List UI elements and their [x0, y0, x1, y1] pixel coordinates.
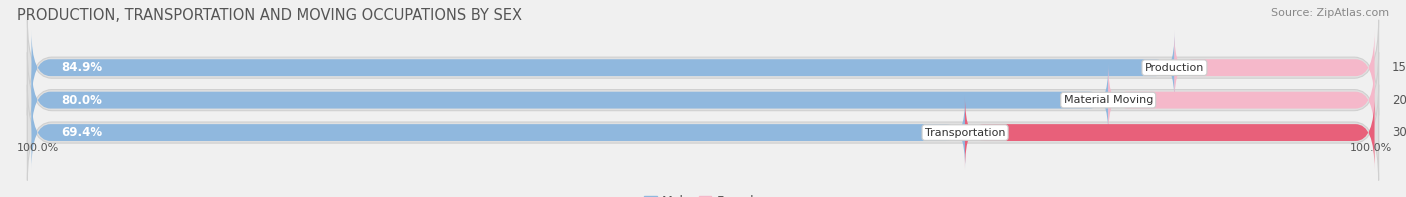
Text: 69.4%: 69.4% [62, 126, 103, 139]
Text: Production: Production [1144, 63, 1204, 73]
Text: 100.0%: 100.0% [1350, 143, 1392, 153]
Text: PRODUCTION, TRANSPORTATION AND MOVING OCCUPATIONS BY SEX: PRODUCTION, TRANSPORTATION AND MOVING OC… [17, 8, 522, 23]
Text: 15.1%: 15.1% [1392, 61, 1406, 74]
Text: Transportation: Transportation [925, 128, 1005, 138]
Legend: Male, Female: Male, Female [644, 195, 762, 197]
Text: 30.6%: 30.6% [1392, 126, 1406, 139]
Text: Source: ZipAtlas.com: Source: ZipAtlas.com [1271, 8, 1389, 18]
FancyBboxPatch shape [965, 96, 1375, 170]
FancyBboxPatch shape [31, 31, 1174, 105]
Text: 84.9%: 84.9% [62, 61, 103, 74]
FancyBboxPatch shape [1174, 31, 1375, 105]
Text: Material Moving: Material Moving [1063, 95, 1153, 105]
FancyBboxPatch shape [27, 20, 1379, 115]
Text: 20.0%: 20.0% [1392, 94, 1406, 107]
FancyBboxPatch shape [27, 85, 1379, 180]
FancyBboxPatch shape [31, 96, 965, 170]
FancyBboxPatch shape [27, 52, 1379, 148]
FancyBboxPatch shape [1108, 63, 1375, 137]
FancyBboxPatch shape [31, 63, 1108, 137]
Text: 100.0%: 100.0% [17, 143, 59, 153]
Text: 80.0%: 80.0% [62, 94, 103, 107]
